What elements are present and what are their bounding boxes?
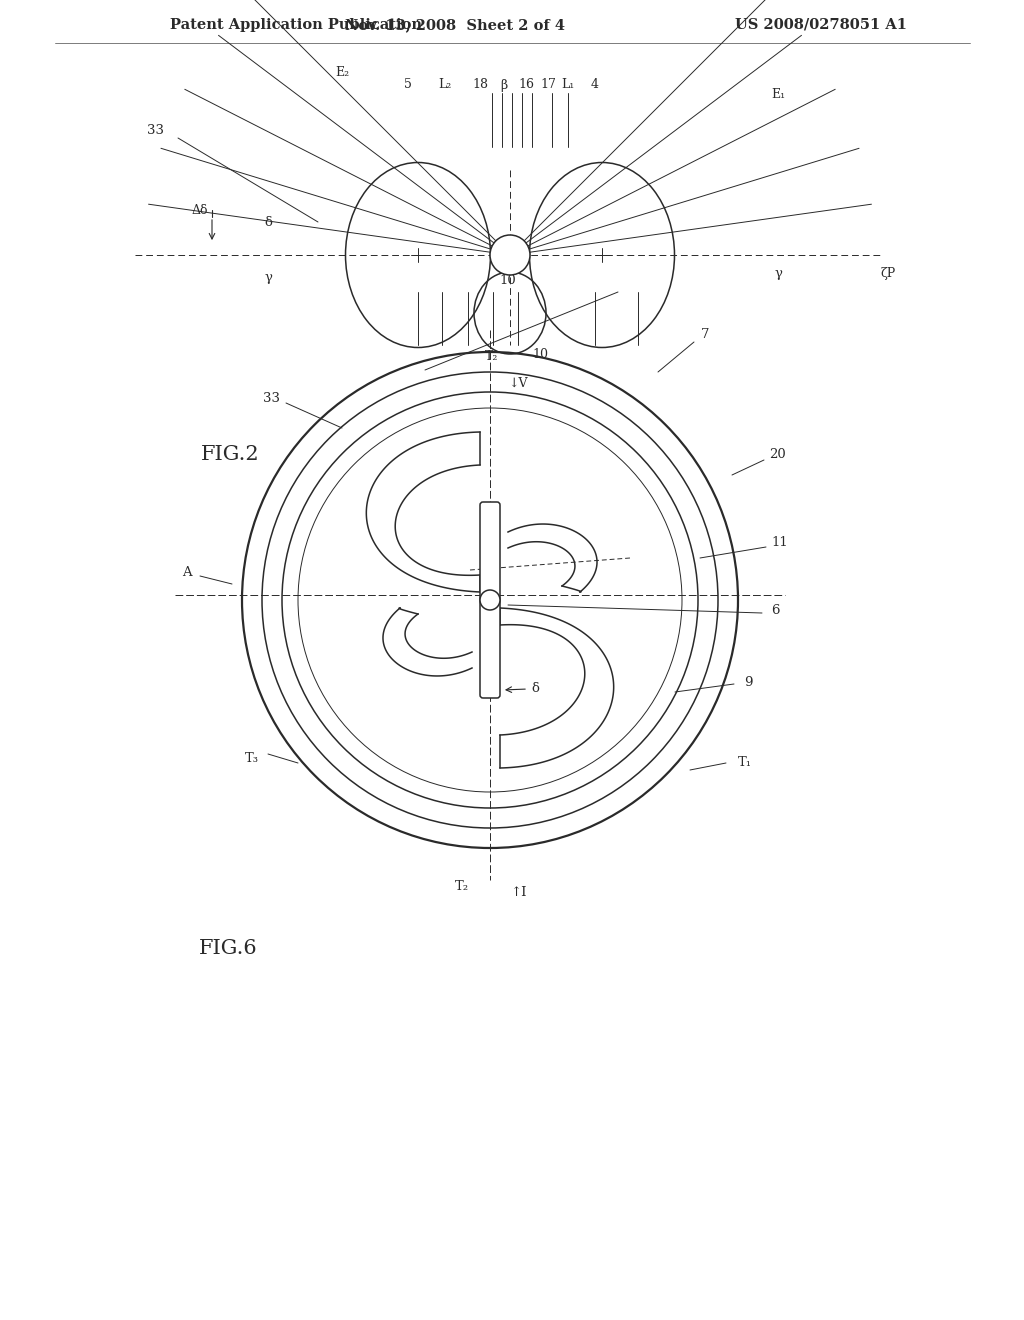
Text: γ: γ [264, 271, 272, 284]
Text: E₁: E₁ [771, 88, 785, 102]
Circle shape [480, 590, 500, 610]
Text: A: A [182, 565, 191, 578]
Text: γ: γ [774, 267, 782, 280]
Text: 33: 33 [146, 124, 164, 136]
Text: FIG.2: FIG.2 [201, 446, 259, 465]
Text: 10: 10 [500, 273, 516, 286]
Text: 16: 16 [518, 78, 534, 91]
Text: 20: 20 [770, 449, 786, 462]
Text: δ: δ [531, 681, 539, 694]
Text: Patent Application Publication: Patent Application Publication [170, 18, 422, 32]
Text: T₂: T₂ [455, 879, 469, 892]
Text: ↓V: ↓V [508, 376, 527, 389]
Text: Δδ: Δδ [191, 203, 208, 216]
Text: 5: 5 [404, 78, 412, 91]
Text: 10: 10 [532, 348, 548, 362]
Text: ζP: ζP [881, 267, 896, 280]
Text: 11: 11 [772, 536, 788, 549]
Text: 33: 33 [263, 392, 281, 404]
Text: δ: δ [264, 216, 272, 230]
Text: Nov. 13, 2008  Sheet 2 of 4: Nov. 13, 2008 Sheet 2 of 4 [345, 18, 565, 32]
Text: 18: 18 [472, 78, 488, 91]
Circle shape [490, 235, 530, 275]
Text: L₂: L₂ [438, 78, 452, 91]
Text: 17: 17 [540, 78, 556, 91]
Text: ↑I: ↑I [510, 887, 526, 899]
Text: 7: 7 [700, 329, 710, 342]
Text: β: β [501, 78, 508, 91]
Text: US 2008/0278051 A1: US 2008/0278051 A1 [735, 18, 907, 32]
Text: T₃: T₃ [245, 751, 259, 764]
Text: 9: 9 [743, 676, 753, 689]
Text: 4: 4 [591, 78, 599, 91]
Text: E₂: E₂ [335, 66, 349, 79]
Text: T₂: T₂ [485, 351, 499, 363]
Text: L₁: L₁ [561, 78, 574, 91]
Text: T₁: T₁ [738, 755, 752, 768]
Text: 6: 6 [771, 603, 779, 616]
FancyBboxPatch shape [480, 502, 500, 698]
Text: FIG.6: FIG.6 [199, 939, 257, 957]
